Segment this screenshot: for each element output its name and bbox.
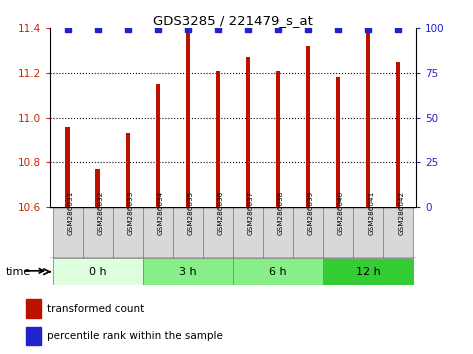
Bar <box>113 207 143 258</box>
Title: GDS3285 / 221479_s_at: GDS3285 / 221479_s_at <box>153 14 313 27</box>
Bar <box>323 258 413 285</box>
Text: time: time <box>6 267 31 276</box>
Bar <box>323 207 353 258</box>
Text: GSM286042: GSM286042 <box>398 191 404 235</box>
Text: 0 h: 0 h <box>89 267 106 277</box>
Bar <box>293 207 323 258</box>
Text: GSM286040: GSM286040 <box>338 191 344 235</box>
Bar <box>125 133 130 207</box>
Bar <box>143 258 233 285</box>
Bar <box>233 258 323 285</box>
Bar <box>143 207 173 258</box>
Text: 12 h: 12 h <box>356 267 381 277</box>
Text: GSM286039: GSM286039 <box>308 191 314 235</box>
Text: GSM286032: GSM286032 <box>98 191 104 235</box>
Bar <box>306 46 310 207</box>
Text: GSM286034: GSM286034 <box>158 191 164 235</box>
Bar <box>26 327 41 345</box>
Bar <box>276 71 280 207</box>
Text: GSM286038: GSM286038 <box>278 191 284 235</box>
Bar <box>156 84 160 207</box>
Bar <box>83 207 113 258</box>
Bar <box>233 207 263 258</box>
Text: GSM286031: GSM286031 <box>68 191 74 235</box>
Text: GSM286037: GSM286037 <box>248 191 254 235</box>
Text: GSM286035: GSM286035 <box>188 191 194 235</box>
Bar <box>263 207 293 258</box>
Bar <box>203 207 233 258</box>
Bar <box>53 258 143 285</box>
Text: GSM286041: GSM286041 <box>368 191 374 235</box>
Text: percentile rank within the sample: percentile rank within the sample <box>47 331 223 341</box>
Text: GSM286036: GSM286036 <box>218 191 224 235</box>
Text: transformed count: transformed count <box>47 303 144 314</box>
Text: 6 h: 6 h <box>269 267 287 277</box>
Bar <box>173 207 203 258</box>
Bar <box>96 169 100 207</box>
Bar <box>245 57 250 207</box>
Bar <box>53 207 83 258</box>
Bar <box>65 127 70 207</box>
Bar <box>336 78 341 207</box>
Text: 3 h: 3 h <box>179 267 197 277</box>
Bar <box>353 207 383 258</box>
Bar <box>383 207 413 258</box>
Bar <box>216 71 220 207</box>
Bar <box>26 299 41 318</box>
Text: GSM286033: GSM286033 <box>128 191 134 235</box>
Bar <box>396 62 401 207</box>
Bar <box>185 33 190 207</box>
Bar <box>366 33 370 207</box>
